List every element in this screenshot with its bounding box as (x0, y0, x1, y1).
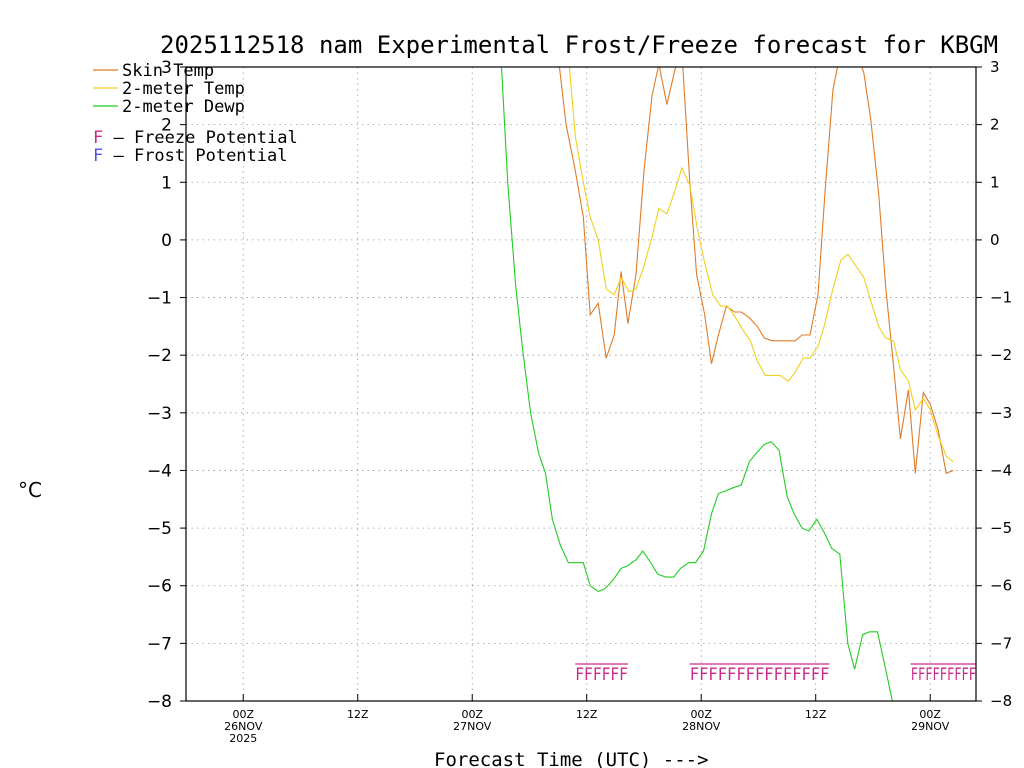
y-tick-label-left: −8 (147, 692, 172, 712)
legend-item-2: 2-meter Dewp (122, 97, 245, 117)
y-axis-label: °C (18, 478, 42, 502)
y-tick-label-right: 1 (990, 173, 1000, 191)
grid-lines (186, 66, 976, 702)
y-tick-label-right: 2 (990, 116, 1000, 134)
y-tick-label-right: −1 (990, 289, 1012, 307)
freeze-marker-1: FFFFFFFFFFFFFFF (690, 665, 830, 685)
chart-title: 2025112518 nam Experimental Frost/Freeze… (160, 31, 998, 59)
x-tick-label: 12Z (347, 708, 369, 721)
y-tick-label-left: −6 (147, 577, 172, 597)
series-group (500, 67, 954, 701)
y-tick-label-right: −4 (990, 461, 1012, 479)
y-tick-label-right: 3 (990, 58, 1000, 76)
y-tick-label-right: −2 (990, 346, 1012, 364)
x-tick-label: 27NOV (453, 720, 492, 733)
legend-item-0: Skin Temp (122, 61, 214, 81)
y-tick-label-left: −3 (147, 404, 172, 424)
y-tick-label-left: 0 (161, 231, 172, 251)
series-line-2-meter-dewp (500, 67, 893, 701)
y-tick-label-left: −5 (147, 519, 172, 539)
y-tick-label-right: −3 (990, 404, 1012, 422)
y-tick-label-right: −5 (990, 519, 1012, 537)
y-tick-label-right: −7 (990, 634, 1012, 652)
x-tick-label: 29NOV (911, 720, 950, 733)
x-tick-label: 26NOV (224, 720, 263, 733)
y-tick-label-left: 3 (161, 58, 172, 78)
potential-legend-0: F – Freeze Potential (93, 128, 298, 148)
x-tick-label: 28NOV (682, 720, 721, 733)
y-tick-label-left: 2 (161, 116, 172, 136)
y-tick-label-right: −8 (990, 692, 1012, 710)
x-tick-label: 00Z (919, 708, 941, 721)
legend-item-1: 2-meter Temp (122, 79, 245, 99)
y-tick-label-left: 1 (161, 173, 172, 193)
y-tick-label-left: −2 (147, 346, 172, 366)
series-line-skin-temp (558, 67, 954, 475)
y-tick-label-right: −6 (990, 577, 1012, 595)
x-tick-label: 12Z (805, 708, 827, 721)
x-tick-label: 12Z (576, 708, 598, 721)
x-axis-label: Forecast Time (UTC) ---> (434, 749, 709, 768)
plot-frame (185, 66, 977, 702)
y-tick-label-right: 0 (990, 231, 1000, 249)
freeze-markers: FFFFFF FFFFFFFFFFFFFFF FFFFFFFFF (575, 663, 976, 685)
x-tick-label: 00Z (690, 708, 712, 721)
y-axis-ticks: −8 −8 −7 −7 −6 −6 −5 −5 −4 −4 −3 −3 −2 −2 −1 −1 0 0 1 1 2 2 3 3 (147, 58, 1012, 712)
freeze-marker-0: FFFFFF (575, 665, 628, 685)
y-tick-label-left: −7 (147, 634, 172, 654)
potential-legend-1: F – Frost Potential (93, 146, 287, 166)
x-tick-label: 00Z (232, 708, 254, 721)
freeze-marker-2: FFFFFFFFF (911, 665, 976, 685)
y-tick-label-left: −1 (147, 289, 172, 309)
series-line-2-meter-temp (568, 67, 954, 463)
x-tick-label: 2025 (229, 732, 257, 745)
y-tick-label-left: −4 (147, 461, 172, 481)
x-tick-label: 00Z (461, 708, 483, 721)
